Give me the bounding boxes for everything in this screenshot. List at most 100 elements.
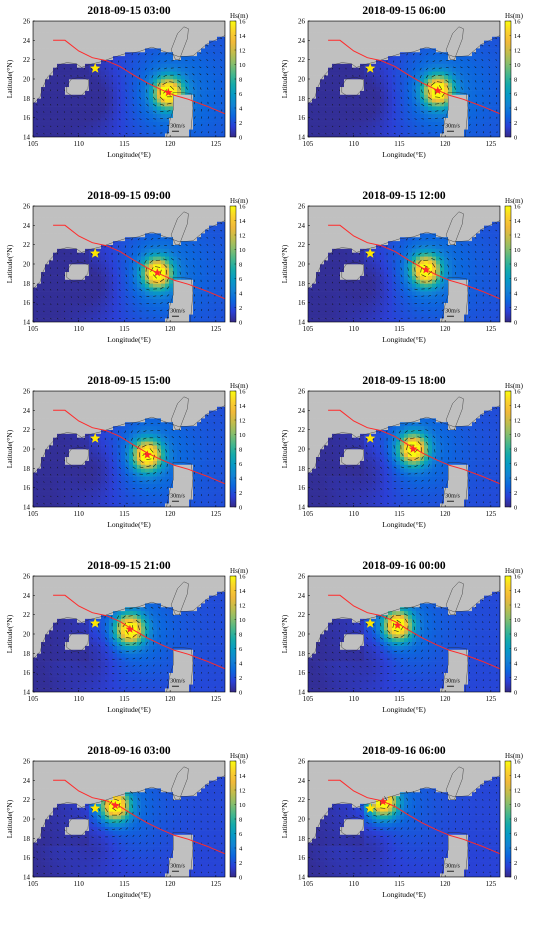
heatmap-cell <box>141 209 146 215</box>
heatmap-cell <box>89 310 94 315</box>
heatmap-cell <box>328 79 333 84</box>
heatmap-cell <box>113 102 118 107</box>
heatmap-cell <box>376 51 381 57</box>
heatmap-cell <box>77 256 82 261</box>
wind-arrow <box>132 89 134 92</box>
heatmap-cell <box>89 279 94 284</box>
heatmap-cell <box>173 236 178 242</box>
heatmap-cell <box>201 221 206 226</box>
heatmap-cell <box>117 267 122 273</box>
heatmap-cell <box>408 117 413 122</box>
heatmap-cell <box>93 102 98 107</box>
heatmap-cell <box>376 48 381 53</box>
heatmap-cell <box>81 318 86 322</box>
heatmap-cell <box>189 121 194 126</box>
heatmap-cell <box>61 291 66 296</box>
heatmap-cell <box>384 55 389 60</box>
heatmap-cell <box>420 125 425 130</box>
heatmap-cell <box>404 67 409 72</box>
heatmap-cell <box>221 310 225 315</box>
heatmap-cell <box>89 51 94 57</box>
heatmap-cell <box>336 106 341 111</box>
heatmap-cell <box>125 275 130 280</box>
wind-arrow <box>131 53 133 56</box>
heatmap-cell <box>480 28 485 33</box>
heatmap-cell <box>328 117 333 122</box>
heatmap-cell <box>45 244 50 249</box>
heatmap-cell <box>109 275 114 280</box>
heatmap-cell <box>129 94 134 99</box>
wind-arrow <box>331 118 334 120</box>
heatmap-cell <box>101 90 106 95</box>
heatmap-cell <box>356 129 361 134</box>
heatmap-cell <box>161 129 166 134</box>
heatmap-cell <box>368 59 373 64</box>
heatmap-cell <box>177 106 182 111</box>
heatmap-cell <box>217 271 222 276</box>
heatmap-cell <box>388 28 393 33</box>
heatmap-cell <box>53 117 58 122</box>
wind-arrow <box>104 103 107 106</box>
wind-arrow <box>111 125 114 128</box>
heatmap-cell <box>312 67 317 72</box>
heatmap-cell <box>328 63 333 68</box>
heatmap-cell <box>340 125 345 130</box>
heatmap-cell <box>416 109 421 115</box>
heatmap-cell <box>61 209 66 215</box>
heatmap-cell <box>177 44 182 49</box>
heatmap-cell <box>61 225 66 230</box>
heatmap-cell <box>308 44 313 49</box>
heatmap-cell <box>185 79 190 84</box>
heatmap-cell <box>41 86 46 91</box>
heatmap-cell <box>85 217 90 222</box>
heatmap-cell <box>221 121 225 126</box>
heatmap-cell <box>404 129 409 134</box>
heatmap-cell <box>145 306 150 311</box>
heatmap-cell <box>37 217 42 222</box>
heatmap-cell <box>109 24 114 30</box>
heatmap-cell <box>129 233 134 238</box>
heatmap-cell <box>105 113 110 118</box>
heatmap-cell <box>364 82 369 88</box>
heatmap-cell <box>492 133 497 137</box>
heatmap-cell <box>456 125 461 130</box>
heatmap-cell <box>340 32 345 37</box>
heatmap-cell <box>161 109 166 115</box>
heatmap-cell <box>197 233 202 238</box>
heatmap-cell <box>113 24 118 30</box>
heatmap-cell <box>73 256 78 261</box>
heatmap-cell <box>89 98 94 103</box>
heatmap-cell <box>472 94 477 99</box>
heatmap-cell <box>89 113 94 118</box>
heatmap-cell <box>480 40 485 45</box>
heatmap-cell <box>133 267 138 273</box>
heatmap-cell <box>61 44 66 49</box>
heatmap-cell <box>153 98 158 103</box>
heatmap-cell <box>181 314 186 319</box>
heatmap-cell <box>181 209 186 215</box>
wind-arrow <box>169 81 174 83</box>
heatmap-cell <box>488 71 493 76</box>
heatmap-cell <box>384 48 389 53</box>
heatmap-cell <box>53 233 58 238</box>
heatmap-cell <box>121 267 126 273</box>
wind-arrow <box>213 73 216 76</box>
heatmap-cell <box>460 63 465 68</box>
heatmap-cell <box>181 75 186 80</box>
heatmap-cell <box>340 21 345 26</box>
heatmap-cell <box>189 21 194 26</box>
heatmap-cell <box>193 109 198 115</box>
heatmap-cell <box>316 40 321 45</box>
heatmap-cell <box>189 267 194 273</box>
heatmap-cell <box>492 113 497 118</box>
heatmap-cell <box>201 21 206 26</box>
wind-arrow <box>386 132 389 135</box>
heatmap-cell <box>41 51 46 57</box>
heatmap-cell <box>424 102 429 107</box>
heatmap-cell <box>177 36 182 41</box>
heatmap-cell <box>97 236 102 242</box>
heatmap-cell <box>69 75 74 80</box>
wind-arrow <box>488 66 491 69</box>
heatmap-cell <box>360 121 365 126</box>
heatmap-cell <box>77 121 82 126</box>
